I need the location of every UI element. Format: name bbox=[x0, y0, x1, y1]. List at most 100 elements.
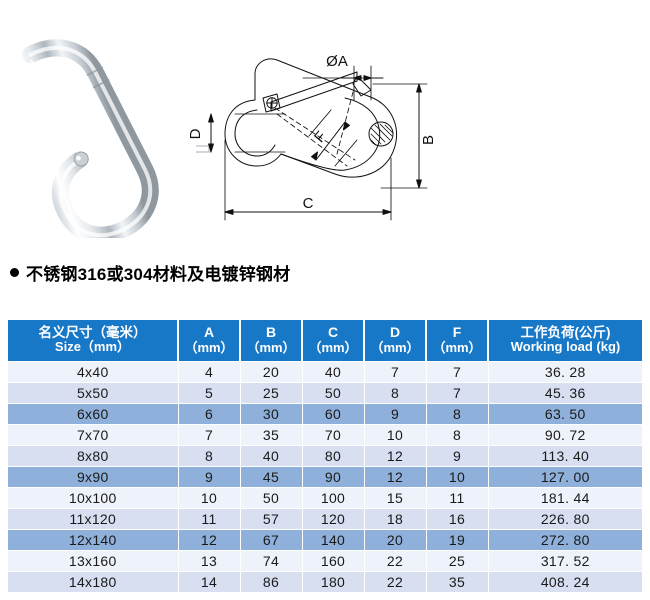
cell-f: 7 bbox=[426, 361, 489, 384]
table-row: 6x60 6 30 60 9 8 63. 50 bbox=[8, 403, 642, 426]
cell-a: 6 bbox=[178, 403, 241, 426]
cell-d: 8 bbox=[364, 382, 427, 405]
label-f: F bbox=[311, 128, 330, 146]
cell-d: 15 bbox=[364, 487, 427, 510]
cell-working-load: 408. 24 bbox=[488, 571, 642, 594]
column-header-b-label: B bbox=[265, 324, 277, 340]
cell-f: 7 bbox=[426, 382, 489, 405]
cell-b: 30 bbox=[240, 403, 303, 426]
column-header-d: D （mm） bbox=[364, 320, 427, 363]
cell-a: 8 bbox=[178, 445, 241, 468]
table-row: 8x80 8 40 80 12 9 113. 40 bbox=[8, 445, 642, 468]
cell-d: 12 bbox=[364, 466, 427, 489]
cell-d: 22 bbox=[364, 571, 427, 594]
bullet-point-icon bbox=[10, 268, 19, 277]
cell-working-load: 226. 80 bbox=[488, 508, 642, 531]
cell-size: 5x50 bbox=[8, 382, 179, 405]
cell-f: 10 bbox=[426, 466, 489, 489]
cell-working-load: 63. 50 bbox=[488, 403, 642, 426]
cell-b: 40 bbox=[240, 445, 303, 468]
cell-d: 9 bbox=[364, 403, 427, 426]
cell-working-load: 127. 00 bbox=[488, 466, 642, 489]
column-header-b-unit: （mm） bbox=[246, 339, 296, 355]
cell-f: 19 bbox=[426, 529, 489, 552]
column-header-b: B （mm） bbox=[240, 320, 303, 363]
label-d: D bbox=[187, 128, 204, 139]
column-header-size-en: Size（mm） bbox=[54, 339, 131, 355]
column-header-f-label: F bbox=[452, 324, 462, 340]
column-header-a-unit: （mm） bbox=[184, 339, 234, 355]
cell-a: 14 bbox=[178, 571, 241, 594]
cell-size: 14x180 bbox=[8, 571, 179, 594]
cell-working-load: 272. 80 bbox=[488, 529, 642, 552]
cell-a: 13 bbox=[178, 550, 241, 573]
cell-c: 180 bbox=[302, 571, 365, 594]
cell-b: 25 bbox=[240, 382, 303, 405]
cell-b: 74 bbox=[240, 550, 303, 573]
table-row: 10x100 10 50 100 15 11 181. 44 bbox=[8, 487, 642, 510]
cell-c: 140 bbox=[302, 529, 365, 552]
cell-working-load: 45. 36 bbox=[488, 382, 642, 405]
table-header: 名义尺寸（毫米） Size（mm） A （mm） B （mm） C （mm） D bbox=[8, 320, 642, 363]
cell-size: 7x70 bbox=[8, 424, 179, 447]
cell-f: 9 bbox=[426, 445, 489, 468]
cell-working-load: 181. 44 bbox=[488, 487, 642, 510]
table-row: 4x40 4 20 40 7 7 36. 28 bbox=[8, 361, 642, 384]
photo-edge-mark bbox=[196, 145, 210, 153]
column-header-size: 名义尺寸（毫米） Size（mm） bbox=[8, 320, 179, 363]
cell-d: 18 bbox=[364, 508, 427, 531]
label-b: B bbox=[420, 135, 437, 145]
cell-b: 20 bbox=[240, 361, 303, 384]
material-heading-text: 不锈钢316或304材料及电镀锌钢材 bbox=[26, 265, 291, 284]
cell-c: 70 bbox=[302, 424, 365, 447]
cell-b: 67 bbox=[240, 529, 303, 552]
cell-c: 60 bbox=[302, 403, 365, 426]
cell-size: 11x120 bbox=[8, 508, 179, 531]
table-row: 14x180 14 86 180 22 35 408. 24 bbox=[8, 571, 642, 594]
column-header-working-load-cn: 工作负荷(公斤) bbox=[520, 325, 611, 341]
cell-size: 10x100 bbox=[8, 487, 179, 510]
cell-working-load: 113. 40 bbox=[488, 445, 642, 468]
column-header-c-unit: （mm） bbox=[308, 339, 358, 355]
cell-b: 86 bbox=[240, 571, 303, 594]
table-row: 7x70 7 35 70 10 8 90. 72 bbox=[8, 424, 642, 447]
column-header-f-unit: （mm） bbox=[432, 339, 482, 355]
specification-table-container: 名义尺寸（毫米） Size（mm） A （mm） B （mm） C （mm） D bbox=[8, 320, 642, 594]
cell-d: 7 bbox=[364, 361, 427, 384]
cell-size: 12x140 bbox=[8, 529, 179, 552]
product-photo bbox=[8, 8, 213, 244]
cell-d: 22 bbox=[364, 550, 427, 573]
table-header-row: 名义尺寸（毫米） Size（mm） A （mm） B （mm） C （mm） D bbox=[8, 320, 642, 363]
table-row: 12x140 12 67 140 20 19 272. 80 bbox=[8, 529, 642, 552]
cell-size: 9x90 bbox=[8, 466, 179, 489]
cell-f: 8 bbox=[426, 424, 489, 447]
cell-b: 57 bbox=[240, 508, 303, 531]
cell-c: 80 bbox=[302, 445, 365, 468]
column-header-a: A （mm） bbox=[178, 320, 241, 363]
cell-size: 6x60 bbox=[8, 403, 179, 426]
column-header-c-label: C bbox=[327, 324, 339, 340]
snap-hook-carabiner-illustration bbox=[21, 39, 210, 244]
column-header-c: C （mm） bbox=[302, 320, 365, 363]
cell-f: 8 bbox=[426, 403, 489, 426]
cell-b: 35 bbox=[240, 424, 303, 447]
cell-size: 8x80 bbox=[8, 445, 179, 468]
cell-a: 5 bbox=[178, 382, 241, 405]
cell-d: 12 bbox=[364, 445, 427, 468]
cell-working-load: 36. 28 bbox=[488, 361, 642, 384]
cell-size: 4x40 bbox=[8, 361, 179, 384]
cell-d: 10 bbox=[364, 424, 427, 447]
cell-f: 16 bbox=[426, 508, 489, 531]
cell-c: 90 bbox=[302, 466, 365, 489]
cell-a: 11 bbox=[178, 508, 241, 531]
cell-d: 20 bbox=[364, 529, 427, 552]
cell-c: 100 bbox=[302, 487, 365, 510]
cell-f: 25 bbox=[426, 550, 489, 573]
cell-f: 11 bbox=[426, 487, 489, 510]
cell-c: 120 bbox=[302, 508, 365, 531]
cell-a: 10 bbox=[178, 487, 241, 510]
carabiner-dimension-diagram: ØA B C D F bbox=[185, 48, 455, 233]
column-header-d-unit: （mm） bbox=[370, 339, 420, 355]
cell-c: 160 bbox=[302, 550, 365, 573]
cell-size: 13x160 bbox=[8, 550, 179, 573]
